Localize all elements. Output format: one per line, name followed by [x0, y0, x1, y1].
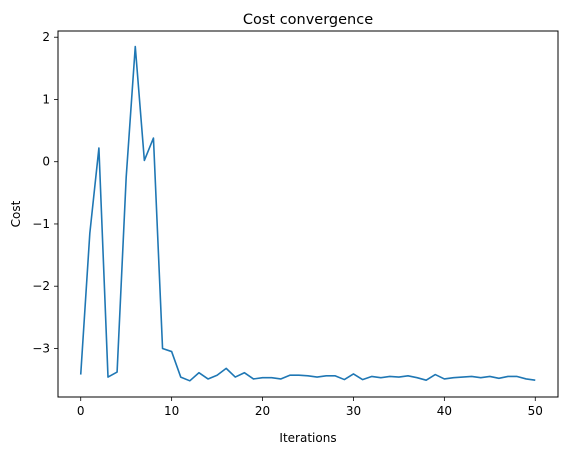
x-tick-label: 40 [437, 404, 452, 418]
x-tick-label: 10 [164, 404, 179, 418]
x-axis-label: Iterations [279, 431, 336, 445]
series-line [79, 45, 536, 382]
x-tick-label: 30 [346, 404, 361, 418]
y-tick-label: 1 [42, 92, 50, 106]
y-tick-label: 2 [42, 30, 50, 44]
axes-frame [57, 30, 559, 398]
x-tick-label: 50 [528, 404, 543, 418]
y-axis-label: Cost [9, 200, 23, 227]
y-axis: 2 1 0 −1 −2 −3 [32, 30, 58, 355]
y-tick-label: 0 [42, 155, 50, 169]
x-tick-label: 20 [255, 404, 270, 418]
y-tick-label: −1 [32, 217, 50, 231]
plot-area [79, 45, 536, 382]
y-tick-label: −3 [32, 341, 50, 355]
x-tick-label: 0 [77, 404, 85, 418]
x-axis: 0 10 20 30 40 50 [77, 397, 543, 418]
chart-title: Cost convergence [243, 12, 373, 28]
y-tick-label: −2 [32, 279, 50, 293]
